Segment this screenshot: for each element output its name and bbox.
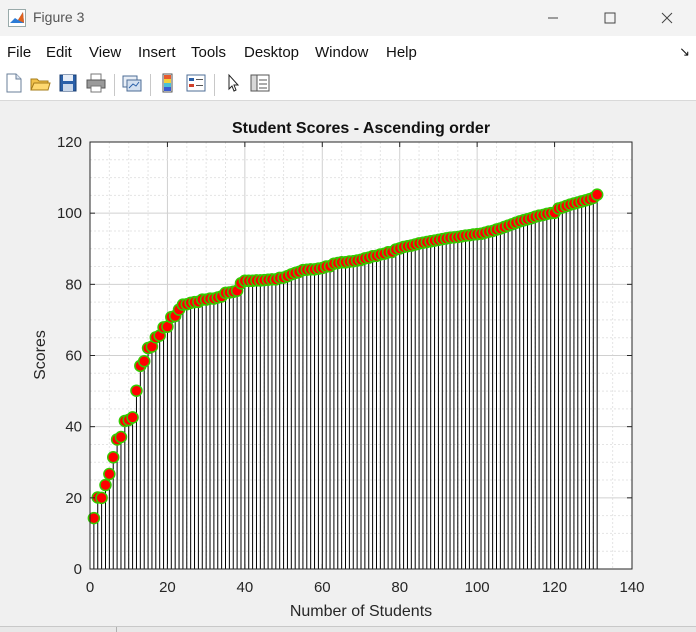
insert-colorbar-icon[interactable] [157, 72, 179, 94]
menu-help[interactable]: Help [386, 44, 417, 61]
close-icon [661, 12, 673, 24]
figure-toolbar [0, 68, 696, 101]
menu-view[interactable]: View [89, 44, 122, 61]
x-tick-label: 140 [619, 579, 644, 596]
x-tick-label: 120 [542, 579, 567, 596]
minimize-icon [548, 17, 558, 19]
figure-canvas[interactable]: 0 20 40 60 80 100 120 140 0 20 40 60 80 100 120 Studen… [0, 101, 696, 626]
x-tick-label: 60 [314, 579, 331, 596]
status-separator [116, 627, 117, 632]
window-title: Figure 3 [33, 9, 85, 25]
maximize-button[interactable] [581, 0, 639, 36]
menu-bar: File Edit View Insert Tools Desktop Wind… [0, 36, 696, 68]
x-tick-label: 20 [159, 579, 176, 596]
stem-marker [126, 411, 139, 424]
x-tick-label: 0 [86, 579, 94, 596]
y-tick-label: 80 [65, 276, 82, 293]
insert-legend-icon[interactable] [185, 72, 207, 94]
print-icon[interactable] [85, 72, 107, 94]
stem-marker [87, 511, 101, 525]
y-axis-label: Scores [32, 330, 49, 380]
status-bar [0, 626, 696, 632]
stem-marker [95, 491, 108, 505]
stem-chart[interactable]: 0 20 40 60 80 100 120 140 0 20 40 60 80 100 120 Studen… [0, 101, 696, 626]
close-button[interactable] [638, 0, 696, 36]
menu-tools[interactable]: Tools [191, 44, 227, 61]
toolbar-separator [214, 74, 215, 96]
toolbar-separator [150, 74, 151, 96]
y-tick-label: 60 [65, 348, 82, 365]
dock-arrow-icon[interactable]: ↘ [679, 44, 690, 59]
menu-insert[interactable]: Insert [138, 44, 176, 61]
stem-marker [106, 451, 120, 464]
stem-marker [130, 384, 143, 397]
y-tick-label: 40 [65, 419, 82, 436]
x-tick-label: 100 [465, 579, 490, 596]
save-icon[interactable] [57, 72, 79, 94]
x-tick-label: 40 [237, 579, 254, 596]
stem-marker [137, 354, 151, 368]
maximize-icon [604, 12, 616, 24]
open-file-icon[interactable] [29, 72, 51, 94]
y-tick-label: 100 [57, 205, 82, 222]
menu-desktop[interactable]: Desktop [244, 44, 300, 61]
stem-markers [87, 188, 604, 525]
stem-marker [103, 467, 116, 481]
stem-marker [114, 430, 128, 444]
stem-lines [93, 194, 598, 569]
menu-file[interactable]: File [7, 44, 32, 61]
chart-title: Student Scores - Ascending order [232, 120, 490, 137]
axis-ticks: 0 20 40 60 80 100 120 140 0 20 40 60 80 100 120 [57, 134, 645, 596]
y-tick-label: 120 [57, 134, 82, 151]
stem-marker [590, 188, 604, 201]
y-tick-label: 20 [65, 490, 82, 507]
x-tick-label: 80 [391, 579, 408, 596]
minimize-button[interactable] [524, 0, 582, 36]
menu-window[interactable]: Window [315, 44, 369, 61]
toolbar-separator [114, 74, 115, 96]
menu-edit[interactable]: Edit [46, 44, 72, 61]
window-titlebar: Figure 3 [0, 0, 696, 36]
stem-marker [99, 478, 112, 492]
edit-plot-icon[interactable] [222, 72, 244, 94]
y-tick-label: 0 [74, 561, 82, 578]
link-plot-icon[interactable] [121, 72, 143, 94]
new-figure-icon[interactable] [3, 72, 25, 94]
property-inspector-icon[interactable] [249, 72, 271, 94]
x-axis-label: Number of Students [290, 603, 432, 620]
matlab-logo-icon [8, 9, 26, 27]
